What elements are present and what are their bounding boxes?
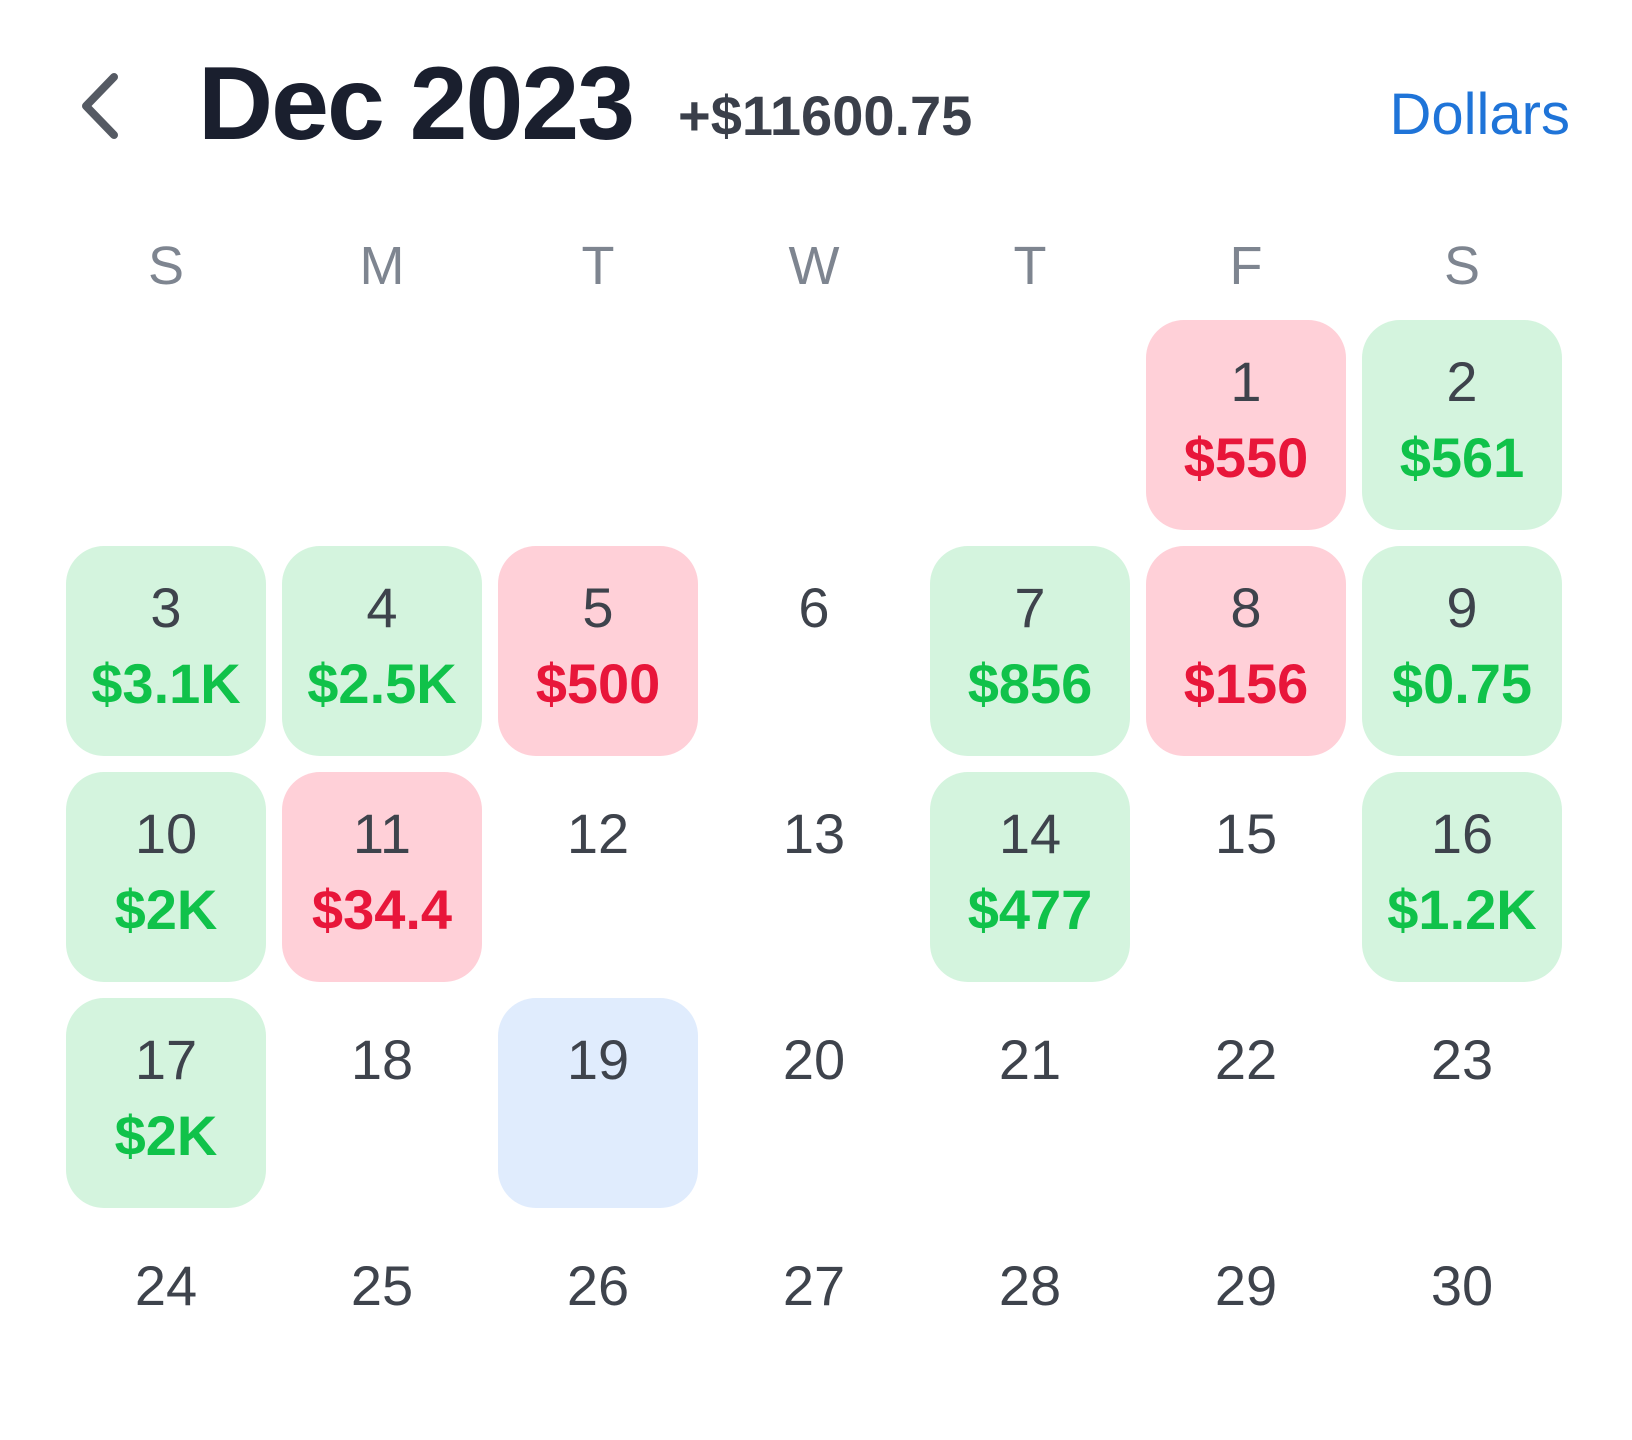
calendar-day-25[interactable]: 25 [282, 1224, 482, 1434]
calendar-day-2[interactable]: 2 $561 [1362, 320, 1562, 530]
calendar-grid: 1 $550 2 $561 3 $3.1K 4 $2.5K 5 $500 6 7 $856 8 $156 9 $… [66, 320, 1566, 1434]
calendar-day-7[interactable]: 7 $856 [930, 546, 1130, 756]
chevron-left-icon [82, 73, 118, 139]
day-number: 24 [134, 1254, 198, 1317]
day-number: 7 [1014, 576, 1046, 639]
calendar-day-8[interactable]: 8 $156 [1146, 546, 1346, 756]
day-pnl-amount: $561 [1399, 426, 1525, 489]
calendar-day-21[interactable]: 21 [930, 998, 1130, 1208]
day-number: 30 [1430, 1254, 1494, 1317]
day-number: 11 [352, 802, 412, 865]
day-number: 27 [782, 1254, 846, 1317]
day-number: 18 [350, 1028, 414, 1091]
day-number: 12 [566, 802, 630, 865]
day-number: 13 [782, 802, 846, 865]
day-number: 10 [134, 802, 198, 865]
day-pnl-amount: $856 [967, 652, 1093, 715]
calendar-day-17[interactable]: 17 $2K [66, 998, 266, 1208]
calendar-day-16[interactable]: 16 $1.2K [1362, 772, 1562, 982]
day-number: 22 [1214, 1028, 1278, 1091]
day-number: 5 [582, 576, 614, 639]
day-pnl-amount: $34.4 [311, 878, 453, 941]
day-number: 1 [1230, 350, 1262, 413]
day-number: 3 [150, 576, 182, 639]
weekday-label: W [788, 236, 840, 296]
day-number: 15 [1214, 802, 1278, 865]
day-number: 23 [1430, 1028, 1494, 1091]
day-number: 21 [998, 1028, 1062, 1091]
day-number: 29 [1214, 1254, 1278, 1317]
calendar-day-3[interactable]: 3 $3.1K [66, 546, 266, 756]
calendar-day-1[interactable]: 1 $550 [1146, 320, 1346, 530]
weekday-label: T [1013, 236, 1047, 296]
weekday-label: S [1443, 236, 1481, 296]
day-number: 17 [134, 1028, 198, 1091]
calendar-day-30[interactable]: 30 [1362, 1224, 1562, 1434]
month-total: +$11600.75 [678, 84, 973, 147]
back-button[interactable] [70, 66, 130, 146]
day-pnl-amount: $156 [1183, 652, 1309, 715]
day-number: 26 [566, 1254, 630, 1317]
weekday-label: M [359, 236, 405, 296]
day-pnl-amount: $2K [114, 878, 218, 941]
day-pnl-amount: $0.75 [1391, 652, 1533, 715]
day-number: 8 [1230, 576, 1262, 639]
calendar-day-6[interactable]: 6 [714, 546, 914, 756]
day-number: 28 [998, 1254, 1062, 1317]
day-pnl-amount: $1.2K [1387, 878, 1537, 941]
day-number: 9 [1446, 576, 1478, 639]
day-number: 16 [1430, 802, 1494, 865]
day-number: 14 [998, 802, 1062, 865]
day-number: 2 [1446, 350, 1478, 413]
day-pnl-amount: $3.1K [91, 652, 241, 715]
day-number: 25 [350, 1254, 414, 1317]
weekday-label: F [1229, 236, 1263, 296]
calendar-day-4[interactable]: 4 $2.5K [282, 546, 482, 756]
weekday-label: T [581, 236, 615, 296]
month-title: Dec 2023 [198, 46, 635, 162]
day-number: 4 [366, 576, 398, 639]
calendar-day-29[interactable]: 29 [1146, 1224, 1346, 1434]
calendar-day-19[interactable]: 19 [498, 998, 698, 1208]
calendar-day-27[interactable]: 27 [714, 1224, 914, 1434]
day-number: 6 [798, 576, 830, 639]
calendar-day-9[interactable]: 9 $0.75 [1362, 546, 1562, 756]
calendar-day-26[interactable]: 26 [498, 1224, 698, 1434]
day-pnl-amount: $477 [967, 878, 1093, 941]
calendar-day-13[interactable]: 13 [714, 772, 914, 982]
day-number: 19 [566, 1028, 630, 1091]
calendar-day-12[interactable]: 12 [498, 772, 698, 982]
calendar-day-18[interactable]: 18 [282, 998, 482, 1208]
day-number: 20 [782, 1028, 846, 1091]
calendar-day-20[interactable]: 20 [714, 998, 914, 1208]
calendar-day-10[interactable]: 10 $2K [66, 772, 266, 982]
day-pnl-amount: $2K [114, 1104, 218, 1167]
calendar-day-5[interactable]: 5 $500 [498, 546, 698, 756]
currency-toggle-button[interactable]: Dollars [1389, 82, 1571, 147]
weekday-label: S [147, 236, 185, 296]
calendar-day-15[interactable]: 15 [1146, 772, 1346, 982]
calendar-day-22[interactable]: 22 [1146, 998, 1346, 1208]
day-pnl-amount: $550 [1183, 426, 1309, 489]
day-pnl-amount: $2.5K [307, 652, 457, 715]
calendar-day-11[interactable]: 11 $34.4 [282, 772, 482, 982]
calendar-day-14[interactable]: 14 $477 [930, 772, 1130, 982]
calendar-day-23[interactable]: 23 [1362, 998, 1562, 1208]
calendar-day-24[interactable]: 24 [66, 1224, 266, 1434]
day-pnl-amount: $500 [535, 652, 661, 715]
calendar-day-28[interactable]: 28 [930, 1224, 1130, 1434]
calendar-header: Dec 2023 +$11600.75 Dollars [0, 0, 1632, 200]
